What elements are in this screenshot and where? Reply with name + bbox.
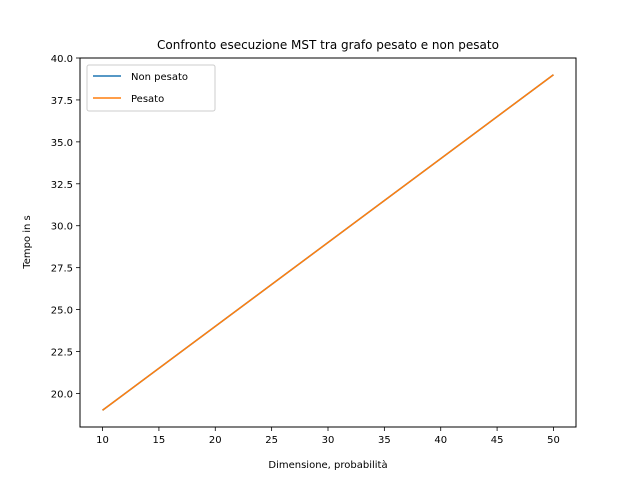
y-tick-label: 27.5 [51, 264, 73, 275]
legend: Non pesato Pesato [86, 64, 216, 112]
y-tick-label: 30.0 [51, 222, 73, 233]
x-tick-label: 30 [322, 435, 335, 446]
x-tick-label: 20 [209, 435, 222, 446]
x-tick-label: 45 [491, 435, 504, 446]
series-line-pesato [102, 74, 554, 411]
series-lines [102, 74, 554, 411]
y-tick-label: 37.5 [51, 96, 73, 107]
y-tick-label: 35.0 [51, 138, 73, 149]
x-tick-label: 35 [378, 435, 391, 446]
y-tick-label: 20.0 [51, 389, 73, 400]
legend-label: Non pesato [131, 72, 188, 83]
x-tick-label: 15 [153, 435, 166, 446]
x-tick-label: 25 [265, 435, 278, 446]
y-tick-label: 25.0 [51, 306, 73, 317]
chart-title: Confronto esecuzione MST tra grafo pesat… [157, 38, 499, 52]
y-tick-label: 40.0 [51, 54, 73, 65]
y-tick-label: 22.5 [51, 348, 73, 359]
ticks: 10 15 20 25 30 35 40 45 50 20.0 22.5 25.0 27.5 30.0 32… [51, 54, 560, 446]
x-tick-label: 10 [96, 435, 109, 446]
x-tick-label: 40 [434, 435, 447, 446]
y-tick-label: 32.5 [51, 180, 73, 191]
plot-frame [79, 57, 577, 428]
legend-label: Pesato [131, 94, 164, 105]
x-axis-label: Dimensione, probabilità [268, 459, 387, 471]
x-tick-label: 50 [547, 435, 560, 446]
y-axis-label: Tempo in s [22, 215, 33, 269]
